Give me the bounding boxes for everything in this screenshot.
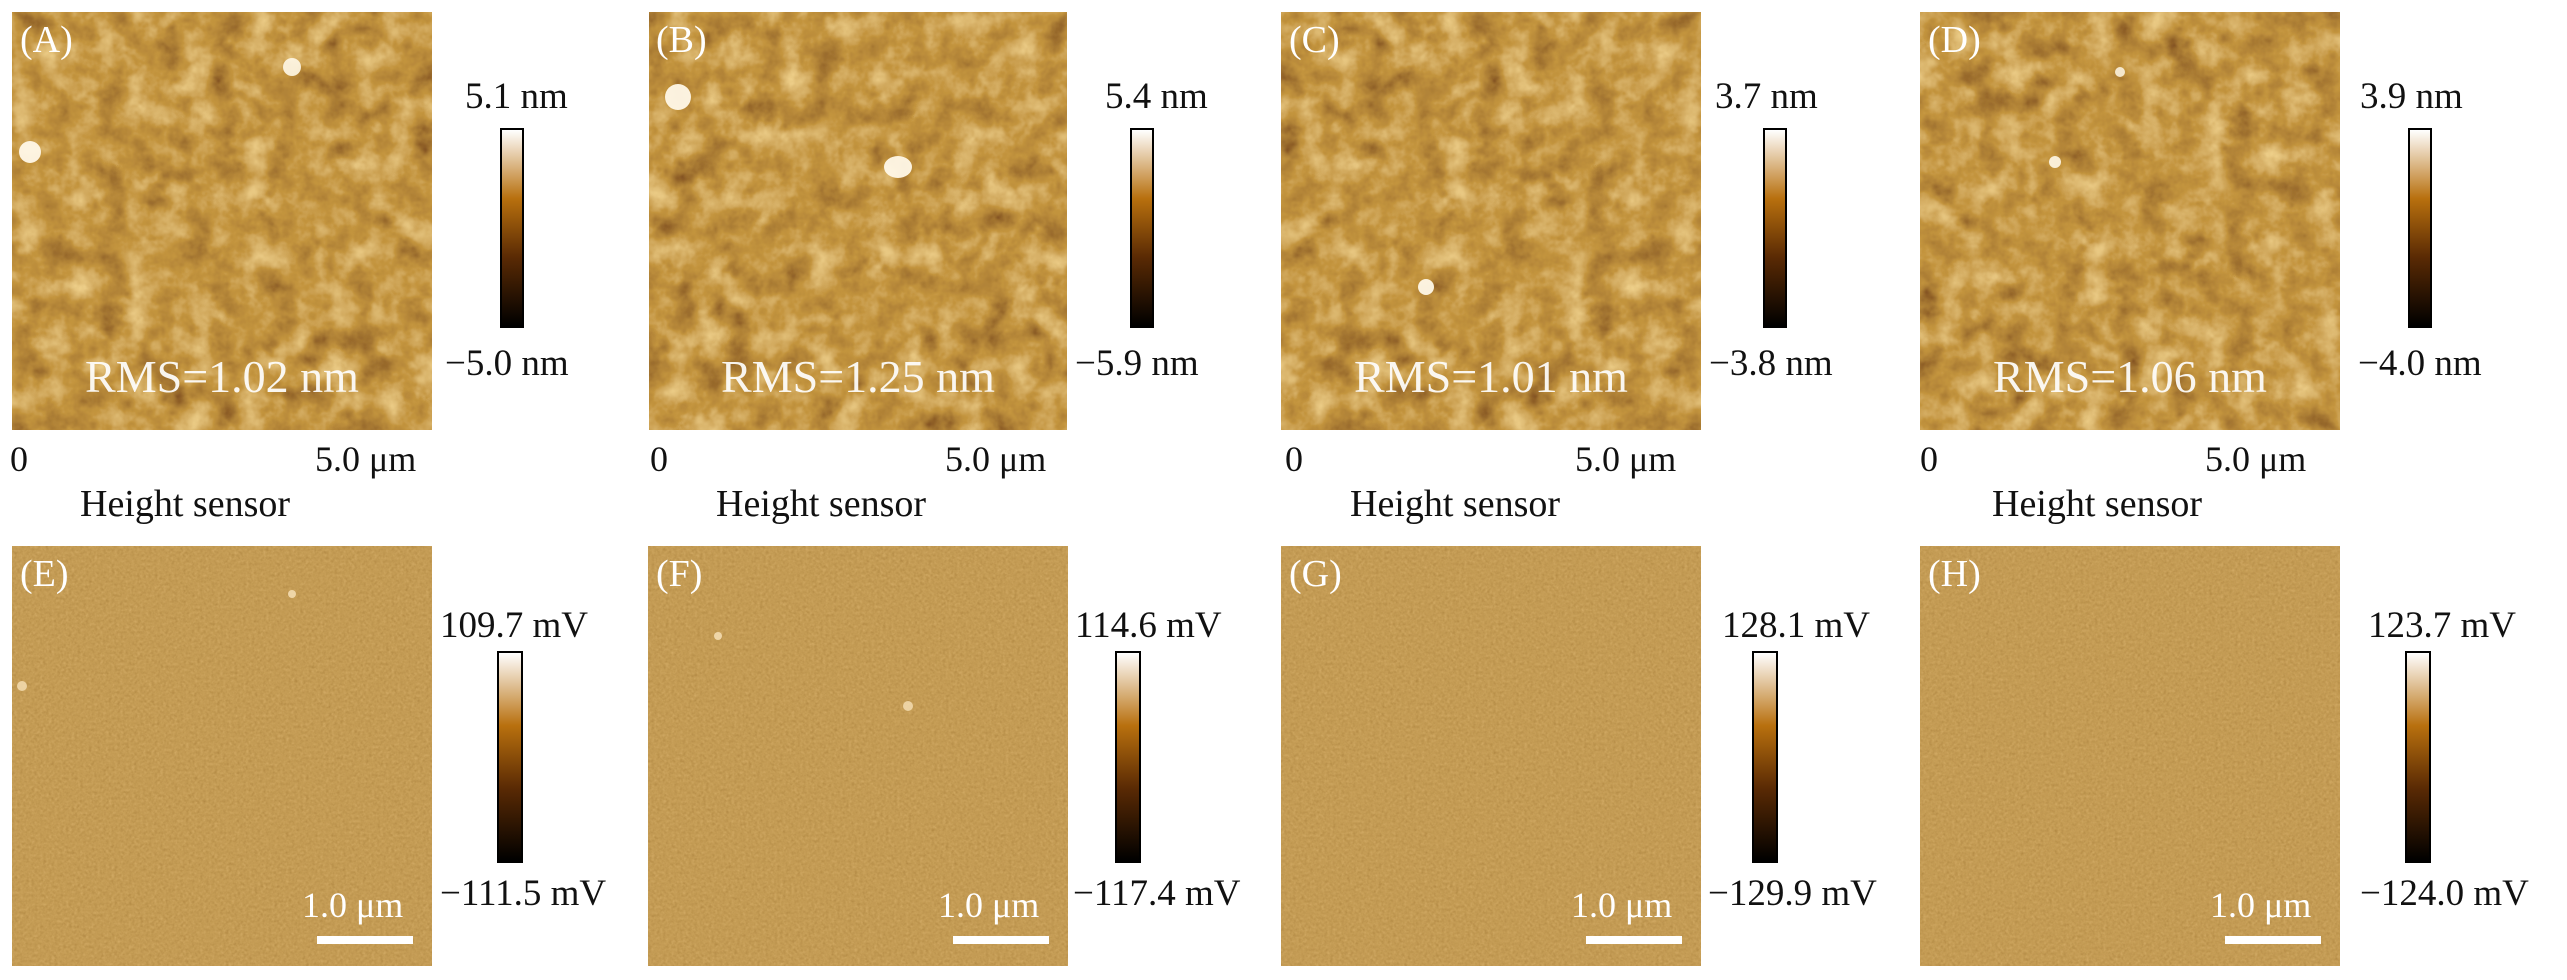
scalebar bbox=[953, 936, 1049, 944]
afm-height-image: (C) RMS=1.01 nm bbox=[1281, 12, 1701, 430]
colorbar-max-label: 128.1 mV bbox=[1722, 605, 1870, 646]
colorbar-max-label: 3.7 nm bbox=[1715, 76, 1818, 117]
colorbar bbox=[1752, 651, 1778, 863]
rms-label: RMS=1.06 nm bbox=[1993, 351, 2267, 402]
panel-letter: (G) bbox=[1289, 553, 1342, 595]
axis-end-label: 5.0 μm bbox=[315, 439, 417, 479]
scalebar-label: 1.0 μm bbox=[302, 885, 404, 925]
afm-phase-image: (H) 1.0 μm bbox=[1920, 546, 2340, 966]
colorbar-max-label: 109.7 mV bbox=[440, 605, 588, 646]
colorbar-min-label: −5.9 nm bbox=[1075, 343, 1199, 384]
colorbar-max-label: 5.1 nm bbox=[465, 76, 568, 117]
colorbar-max-label: 123.7 mV bbox=[2368, 605, 2516, 646]
sensor-label: Height sensor bbox=[1350, 483, 1561, 525]
colorbar bbox=[1130, 128, 1154, 328]
scalebar-label: 1.0 μm bbox=[2210, 885, 2312, 925]
colorbar bbox=[2405, 651, 2431, 863]
scalebar bbox=[317, 936, 413, 944]
colorbar-min-label: −129.9 mV bbox=[1708, 873, 1877, 914]
axis-start-label: 0 bbox=[1285, 439, 1303, 479]
colorbar bbox=[1763, 128, 1787, 328]
colorbar bbox=[500, 128, 524, 328]
scalebar bbox=[2225, 936, 2321, 944]
colorbar bbox=[497, 651, 523, 863]
scalebar bbox=[1586, 936, 1682, 944]
colorbar-max-label: 5.4 nm bbox=[1105, 76, 1208, 117]
colorbar bbox=[2408, 128, 2432, 328]
axis-start-label: 0 bbox=[1920, 439, 1938, 479]
colorbar-min-label: −117.4 mV bbox=[1073, 873, 1241, 914]
panel-letter: (H) bbox=[1928, 553, 1981, 595]
afm-phase-image: (E) 1.0 μm bbox=[12, 546, 432, 966]
sensor-label: Height sensor bbox=[1992, 483, 2203, 525]
colorbar-min-label: −3.8 nm bbox=[1709, 343, 1833, 384]
afm-height-image: (A) RMS=1.02 nm bbox=[12, 12, 432, 430]
colorbar-max-label: 114.6 mV bbox=[1075, 605, 1222, 646]
panel-letter: (A) bbox=[20, 19, 73, 61]
colorbar bbox=[1115, 651, 1141, 863]
axis-start-label: 0 bbox=[650, 439, 668, 479]
axis-start-label: 0 bbox=[10, 439, 28, 479]
colorbar-min-label: −124.0 mV bbox=[2360, 873, 2529, 914]
axis-end-label: 5.0 μm bbox=[2205, 439, 2307, 479]
colorbar-min-label: −5.0 nm bbox=[445, 343, 569, 384]
scalebar-label: 1.0 μm bbox=[1571, 885, 1673, 925]
axis-end-label: 5.0 μm bbox=[1575, 439, 1677, 479]
colorbar-max-label: 3.9 nm bbox=[2360, 76, 2463, 117]
panel-letter: (F) bbox=[656, 553, 703, 595]
rms-label: RMS=1.25 nm bbox=[721, 351, 995, 402]
afm-phase-image: (F) 1.0 μm bbox=[648, 546, 1068, 966]
sensor-label: Height sensor bbox=[716, 483, 927, 525]
panel-letter: (D) bbox=[1928, 19, 1981, 61]
afm-phase-image: (G) 1.0 μm bbox=[1281, 546, 1701, 966]
panel-letter: (E) bbox=[20, 553, 69, 595]
afm-height-image: (D) RMS=1.06 nm bbox=[1920, 12, 2340, 430]
panel-letter: (C) bbox=[1289, 19, 1340, 61]
rms-label: RMS=1.02 nm bbox=[85, 351, 359, 402]
axis-end-label: 5.0 μm bbox=[945, 439, 1047, 479]
panel-letter: (B) bbox=[656, 19, 707, 61]
afm-height-image: (B) RMS=1.25 nm bbox=[648, 12, 1068, 430]
scalebar-label: 1.0 μm bbox=[938, 885, 1040, 925]
rms-label: RMS=1.01 nm bbox=[1354, 351, 1628, 402]
colorbar-min-label: −111.5 mV bbox=[440, 873, 607, 914]
colorbar-min-label: −4.0 nm bbox=[2358, 343, 2482, 384]
sensor-label: Height sensor bbox=[80, 483, 291, 525]
